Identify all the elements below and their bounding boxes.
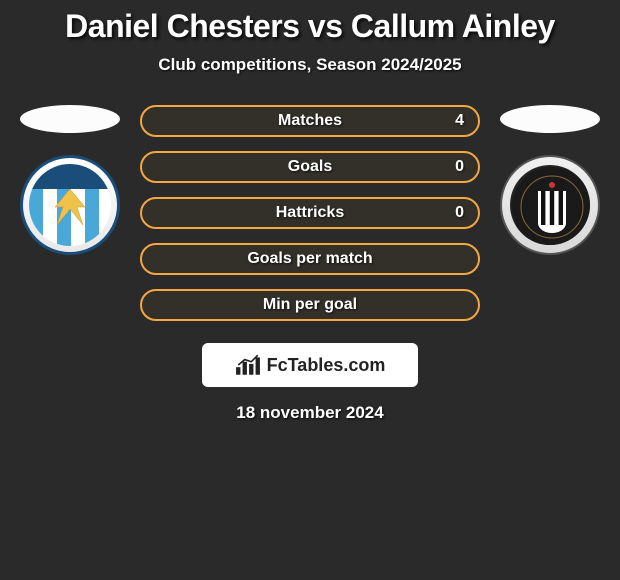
bar-chart-icon [235, 354, 261, 376]
branding-text: FcTables.com [267, 355, 386, 376]
stat-row-matches: Matches 4 [140, 105, 480, 137]
player-left-name-pill [20, 105, 120, 133]
stat-label: Hattricks [276, 204, 344, 222]
page-title: Daniel Chesters vs Callum Ainley [0, 8, 620, 45]
main-row: Matches 4 Goals 0 Hattricks 0 Goals per … [0, 105, 620, 321]
stat-row-goals: Goals 0 [140, 151, 480, 183]
club-badge-left [20, 155, 120, 255]
stat-label: Goals per match [247, 250, 372, 268]
stats-column: Matches 4 Goals 0 Hattricks 0 Goals per … [140, 105, 480, 321]
branding-badge[interactable]: FcTables.com [202, 343, 418, 387]
left-player-col [20, 105, 120, 255]
date-text: 18 november 2024 [0, 403, 620, 423]
stat-row-goals-per-match: Goals per match [140, 243, 480, 275]
stat-label: Goals [288, 158, 332, 176]
comparison-card: Daniel Chesters vs Callum Ainley Club co… [0, 0, 620, 423]
stat-row-min-per-goal: Min per goal [140, 289, 480, 321]
subtitle: Club competitions, Season 2024/2025 [0, 55, 620, 75]
stat-value-right: 0 [455, 204, 464, 222]
stat-label: Matches [278, 112, 342, 130]
stat-label: Min per goal [263, 296, 357, 314]
stat-value-right: 4 [455, 112, 464, 130]
stat-value-right: 0 [455, 158, 464, 176]
right-player-col [500, 105, 600, 255]
grimsby-town-badge-icon [510, 165, 590, 245]
club-badge-right [500, 155, 600, 255]
stat-row-hattricks: Hattricks 0 [140, 197, 480, 229]
player-right-name-pill [500, 105, 600, 133]
colchester-united-badge-icon [29, 164, 111, 246]
